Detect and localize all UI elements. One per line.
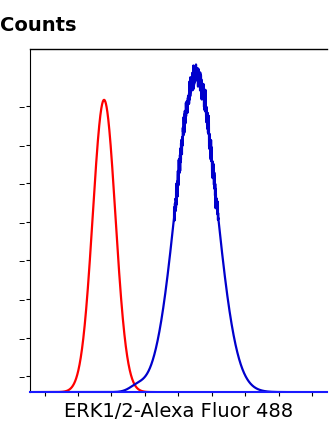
Text: Counts: Counts [0, 16, 76, 35]
X-axis label: ERK1/2-Alexa Fluor 488: ERK1/2-Alexa Fluor 488 [64, 402, 293, 421]
